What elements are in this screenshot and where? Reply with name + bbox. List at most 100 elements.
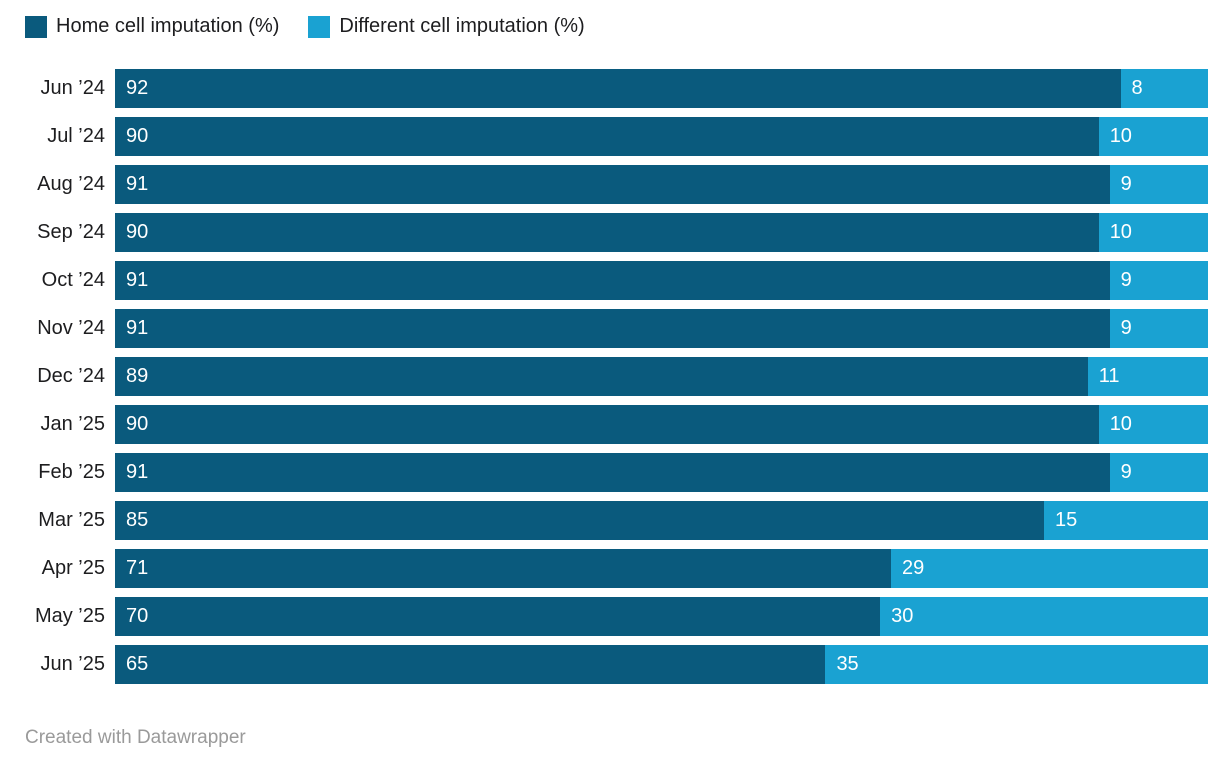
bar-track: 91 9: [115, 309, 1208, 348]
chart-row: Jun ’24 92 8: [0, 69, 1220, 108]
bar-segment-different[interactable]: 10: [1098, 117, 1208, 156]
bar-segment-home[interactable]: 65: [115, 645, 826, 684]
bar-segment-different[interactable]: 9: [1109, 453, 1208, 492]
chart-row: Oct ’24 91 9: [0, 261, 1220, 300]
bar-value-home: 91: [126, 173, 149, 195]
bar-segment-home[interactable]: 71: [115, 549, 892, 588]
bar-track: 91 9: [115, 453, 1208, 492]
legend-item-different: Different cell imputation (%): [308, 15, 585, 38]
bar-segment-different[interactable]: 9: [1109, 309, 1208, 348]
bar-value-home: 90: [126, 413, 149, 435]
legend-swatch-home: [25, 15, 47, 38]
bar-track: 91 9: [115, 261, 1208, 300]
bar-value-different: 11: [1098, 365, 1120, 387]
bar-segment-different[interactable]: 10: [1098, 213, 1208, 252]
bar-track: 90 10: [115, 405, 1208, 444]
row-label: May ’25: [34, 605, 105, 627]
row-label: Mar ’25: [38, 509, 105, 531]
bar-value-home: 85: [126, 509, 149, 531]
bar-track: 85 15: [115, 501, 1208, 540]
chart-row: Sep ’24 90 10: [0, 213, 1220, 252]
row-label: Aug ’24: [37, 173, 105, 195]
bar-value-home: 91: [126, 317, 149, 339]
bar-value-home: 70: [126, 605, 149, 627]
bar-segment-home[interactable]: 91: [115, 453, 1110, 492]
chart-row: Jul ’24 90 10: [0, 117, 1220, 156]
row-label: Jul ’24: [47, 125, 105, 147]
bar-value-home: 91: [126, 269, 149, 291]
bar-value-home: 65: [126, 653, 149, 675]
row-label: Sep ’24: [37, 221, 105, 243]
bar-rows: Jun ’24 92 8 Jul ’24 90 10 Aug ’24 91 9 Sep ’24 90…: [0, 69, 1220, 693]
row-label: Oct ’24: [41, 269, 105, 291]
bar-segment-different[interactable]: 10: [1098, 405, 1208, 444]
bar-segment-home[interactable]: 91: [115, 165, 1110, 204]
row-label: Apr ’25: [41, 557, 105, 579]
datawrapper-credit-link[interactable]: Created with Datawrapper: [25, 727, 246, 748]
legend: Home cell imputation (%) Different cell …: [25, 15, 585, 38]
legend-label-home: Home cell imputation (%): [56, 15, 280, 37]
bar-value-different: 10: [1109, 221, 1132, 243]
bar-value-different: 8: [1131, 77, 1143, 99]
chart-row: Jan ’25 90 10: [0, 405, 1220, 444]
bar-track: 71 29: [115, 549, 1208, 588]
bar-value-home: 89: [126, 365, 149, 387]
bar-value-different: 10: [1109, 413, 1132, 435]
bar-value-different: 9: [1120, 317, 1132, 339]
bar-value-different: 9: [1120, 269, 1132, 291]
bar-segment-different[interactable]: 30: [880, 597, 1208, 636]
bar-segment-home[interactable]: 92: [115, 69, 1121, 108]
chart-row: Dec ’24 89 11: [0, 357, 1220, 396]
bar-segment-different[interactable]: 11: [1087, 357, 1208, 396]
legend-label-different: Different cell imputation (%): [339, 15, 585, 37]
bar-track: 90 10: [115, 213, 1208, 252]
bar-track: 90 10: [115, 117, 1208, 156]
chart-row: Apr ’25 71 29: [0, 549, 1220, 588]
bar-value-different: 9: [1120, 461, 1132, 483]
bar-segment-different[interactable]: 9: [1109, 165, 1208, 204]
bar-value-different: 35: [836, 653, 859, 675]
chart-row: Jun ’25 65 35: [0, 645, 1220, 684]
row-label: Jun ’25: [40, 653, 106, 675]
row-label: Dec ’24: [37, 365, 105, 387]
bar-track: 65 35: [115, 645, 1208, 684]
bar-segment-home[interactable]: 90: [115, 405, 1099, 444]
bar-value-home: 90: [126, 221, 149, 243]
bar-segment-home[interactable]: 90: [115, 117, 1099, 156]
bar-segment-different[interactable]: 35: [825, 645, 1208, 684]
legend-item-home: Home cell imputation (%): [25, 15, 279, 38]
bar-segment-home[interactable]: 90: [115, 213, 1099, 252]
bar-value-different: 29: [902, 557, 925, 579]
chart-row: Aug ’24 91 9: [0, 165, 1220, 204]
chart-row: Feb ’25 91 9: [0, 453, 1220, 492]
chart-row: Mar ’25 85 15: [0, 501, 1220, 540]
bar-segment-home[interactable]: 70: [115, 597, 881, 636]
bar-value-different: 9: [1120, 173, 1132, 195]
bar-segment-different[interactable]: 15: [1044, 501, 1208, 540]
bar-segment-home[interactable]: 91: [115, 309, 1110, 348]
row-label: Jun ’24: [40, 77, 106, 99]
bar-value-different: 15: [1055, 509, 1078, 531]
bar-track: 92 8: [115, 69, 1208, 108]
bar-track: 89 11: [115, 357, 1208, 396]
row-label: Jan ’25: [40, 413, 106, 435]
bar-value-home: 90: [126, 125, 149, 147]
row-label: Feb ’25: [38, 461, 105, 483]
bar-value-home: 71: [126, 557, 149, 579]
chart-row: May ’25 70 30: [0, 597, 1220, 636]
bar-segment-different[interactable]: 29: [891, 549, 1208, 588]
bar-segment-home[interactable]: 91: [115, 261, 1110, 300]
bar-segment-different[interactable]: 8: [1120, 69, 1208, 108]
bar-value-home: 92: [126, 77, 149, 99]
bar-segment-different[interactable]: 9: [1109, 261, 1208, 300]
bar-segment-home[interactable]: 89: [115, 357, 1088, 396]
bar-segment-home[interactable]: 85: [115, 501, 1045, 540]
bar-value-different: 10: [1109, 125, 1132, 147]
bar-track: 70 30: [115, 597, 1208, 636]
chart-row: Nov ’24 91 9: [0, 309, 1220, 348]
bar-value-home: 91: [126, 461, 149, 483]
bar-track: 91 9: [115, 165, 1208, 204]
bar-value-different: 30: [891, 605, 914, 627]
legend-swatch-different: [308, 15, 331, 38]
